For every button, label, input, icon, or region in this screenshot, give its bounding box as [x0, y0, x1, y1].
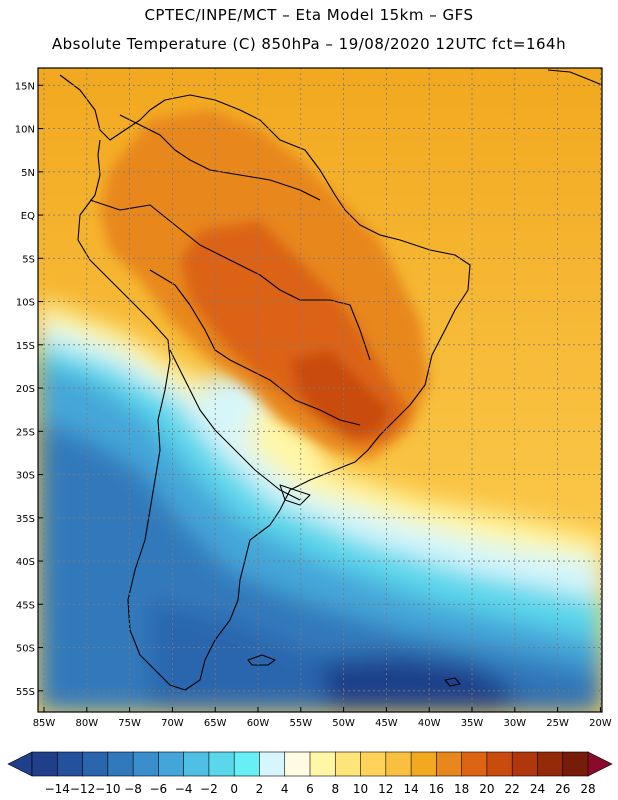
lat-label: 10S — [16, 298, 35, 309]
colorbar-swatch — [132, 751, 160, 777]
colorbar-label: 22 — [505, 782, 520, 796]
coastlines — [59, 69, 602, 691]
lon-label: 55W — [289, 718, 312, 729]
colorbar-low-arrow — [7, 751, 33, 777]
colorbar-swatch — [31, 751, 59, 777]
lon-label: 50W — [332, 718, 355, 729]
colorbar-label: 20 — [479, 782, 494, 796]
colorbar-swatch — [158, 751, 185, 777]
lon-label: 25W — [546, 718, 569, 729]
lat-label: 15N — [15, 81, 35, 92]
lat-label: 35S — [16, 514, 35, 525]
colorbar-label: −6 — [150, 782, 168, 796]
colorbar-swatch — [82, 751, 109, 777]
colorbar-label: −10 — [95, 782, 120, 796]
lon-label: 40W — [418, 718, 441, 729]
colorbar-swatch — [562, 751, 589, 777]
temperature-field — [38, 68, 602, 712]
colorbar-label: −8 — [124, 782, 142, 796]
lon-label: 35W — [461, 718, 484, 729]
colorbar-label: 4 — [281, 782, 289, 796]
lon-label: 85W — [33, 718, 56, 729]
colorbar-label: 16 — [429, 782, 444, 796]
colorbar-swatch — [410, 751, 438, 777]
latitude-labels: 15N 10N 5N EQ 5S 10S 15S 20S 25S 30S 35S 40S 45S 50S 5… — [15, 81, 43, 698]
lat-label: 50S — [16, 644, 35, 655]
colorbar-swatch — [511, 751, 539, 777]
colorbar-swatch — [486, 751, 513, 777]
colorbar-swatch — [208, 751, 235, 777]
lat-label: 20S — [16, 384, 35, 395]
lat-label: 30S — [16, 471, 35, 482]
lat-label: 15S — [16, 341, 35, 352]
lon-label: 70W — [161, 718, 184, 729]
lon-label: 45W — [375, 718, 398, 729]
colorbar-swatch — [259, 751, 286, 777]
lat-label: 5N — [21, 168, 35, 179]
colorbar-label: 2 — [256, 782, 264, 796]
colorbar-label: −2 — [200, 782, 218, 796]
colorbar-swatch — [537, 751, 564, 777]
colorbar-swatch — [183, 751, 210, 777]
colorbar-label: 10 — [353, 782, 368, 796]
longitude-labels: 85W 80W 75W 70W 65W 60W 55W 50W 45W 40W 35W 30W 25W 2… — [33, 707, 612, 729]
colorbar-swatch — [107, 751, 134, 777]
colorbar-label: 26 — [555, 782, 570, 796]
colorbar-swatch — [56, 751, 84, 777]
map-title-line1: CPTEC/INPE/MCT – Eta Model 15km – GFS — [144, 6, 474, 24]
colorbar-label: 24 — [530, 782, 545, 796]
colorbar-swatch — [360, 751, 387, 777]
colorbar-label: −14 — [45, 782, 70, 796]
colorbar-high-arrow — [587, 751, 613, 777]
colorbar-swatch — [385, 751, 412, 777]
colorbar-swatch — [461, 751, 488, 777]
lon-label: 20W — [589, 718, 612, 729]
map-title-line2: Absolute Temperature (C) 850hPa – 19/08/… — [51, 35, 567, 53]
colorbar-label: 18 — [454, 782, 469, 796]
colorbar-label: 14 — [403, 782, 418, 796]
colorbar-label: 6 — [306, 782, 314, 796]
lat-label: 40S — [16, 557, 35, 568]
colorbar-label: −12 — [70, 782, 95, 796]
colorbar-label: 8 — [331, 782, 339, 796]
colorbar-label: 0 — [230, 782, 238, 796]
lon-label: 60W — [247, 718, 270, 729]
colorbar-swatch — [233, 751, 261, 777]
colorbar-label: 28 — [580, 782, 595, 796]
colorbar: −14 −12 −10 −8 −6 −4 −2 0 2 4 6 8 10 12 14 16 18 20 22 24 26… — [7, 751, 613, 796]
lon-label: 80W — [75, 718, 98, 729]
lat-label: EQ — [21, 211, 35, 222]
lat-label: 45S — [16, 600, 35, 611]
map-frame — [37, 67, 603, 713]
colorbar-label: 12 — [378, 782, 393, 796]
colorbar-label: −4 — [175, 782, 193, 796]
lat-label: 55S — [16, 687, 35, 698]
colorbar-swatch — [284, 751, 311, 777]
lat-label: 10N — [15, 125, 35, 136]
lon-label: 75W — [118, 718, 141, 729]
colorbar-swatch — [334, 751, 362, 777]
colorbar-swatch — [309, 751, 337, 777]
lat-label: 25S — [16, 427, 35, 438]
lon-label: 65W — [204, 718, 227, 729]
graticule — [38, 68, 602, 712]
lat-label: 5S — [22, 254, 35, 265]
colorbar-swatch — [436, 751, 463, 777]
lon-label: 30W — [503, 718, 526, 729]
